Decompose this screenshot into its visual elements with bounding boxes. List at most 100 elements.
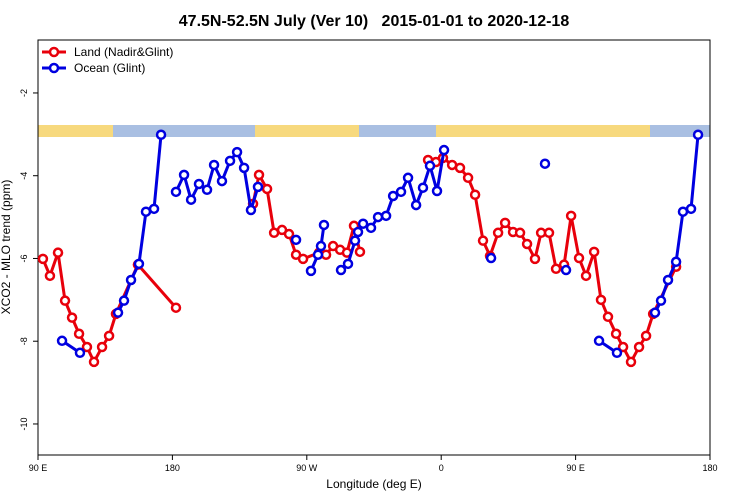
data-point — [342, 258, 354, 270]
data-point — [610, 328, 622, 340]
data-point — [685, 203, 697, 215]
data-point — [602, 311, 614, 323]
data-point — [514, 227, 526, 239]
y-tick-label: -4 — [19, 172, 29, 180]
x-tick-label: 90 E — [29, 463, 48, 473]
data-point — [66, 312, 78, 323]
plot-frame — [37, 39, 711, 456]
data-point — [499, 217, 511, 229]
data-point — [539, 158, 551, 169]
strip-land — [38, 125, 113, 137]
x-tick-label: 90 E — [566, 463, 585, 473]
legend-marker — [48, 62, 60, 74]
data-point — [318, 219, 330, 231]
data-point — [335, 264, 347, 276]
data-point — [140, 206, 152, 217]
data-point — [44, 270, 56, 282]
data-point — [252, 181, 264, 193]
data-point — [485, 252, 497, 264]
data-point — [640, 330, 652, 342]
x-tick-label: 180 — [702, 463, 717, 473]
y-tick-label: -2 — [19, 89, 29, 97]
x-tick-label: 0 — [439, 463, 444, 473]
data-point — [261, 183, 273, 195]
data-point — [417, 182, 429, 193]
data-point — [357, 218, 369, 229]
data-point — [593, 335, 605, 347]
data-point — [231, 146, 243, 158]
data-point — [148, 203, 160, 215]
data-point — [365, 222, 377, 234]
data-point — [245, 204, 257, 216]
data-point — [573, 252, 585, 264]
data-point — [305, 265, 317, 277]
data-point — [315, 240, 327, 252]
data-point — [56, 335, 68, 347]
data-point — [155, 129, 167, 141]
strip-land — [436, 125, 650, 137]
data-point — [402, 172, 414, 184]
data-point — [238, 162, 250, 174]
data-point — [655, 295, 667, 306]
data-point — [253, 169, 265, 181]
data-point — [565, 210, 577, 222]
data-point — [208, 159, 220, 171]
data-point — [354, 246, 366, 258]
legend-marker — [48, 46, 60, 58]
data-point — [201, 184, 213, 196]
land-ocean-strip — [38, 125, 710, 137]
data-point — [52, 247, 64, 258]
data-point — [178, 169, 190, 181]
data-point — [677, 206, 689, 217]
data-point — [224, 155, 236, 167]
y-axis-label: XCO2 - MLO trend (ppm) — [0, 180, 13, 315]
data-point — [454, 162, 466, 174]
data-point — [88, 356, 100, 368]
y-tick-label: -8 — [19, 337, 29, 345]
data-point — [297, 253, 309, 265]
data-point — [216, 175, 228, 187]
data-point — [625, 356, 637, 368]
data-point — [395, 186, 407, 198]
data-point — [462, 172, 474, 184]
data-point — [611, 347, 623, 359]
data-point — [352, 226, 364, 238]
strip-ocean — [113, 125, 255, 137]
series-line — [61, 134, 700, 355]
data-point — [103, 330, 115, 342]
data-point — [580, 270, 592, 282]
data-point — [73, 328, 85, 340]
data-point — [59, 295, 71, 306]
data-point — [372, 211, 384, 223]
data-point — [81, 341, 93, 353]
strip-land — [255, 125, 359, 137]
data-point — [283, 228, 295, 240]
strip-ocean — [359, 125, 436, 137]
data-point — [118, 295, 130, 306]
legend-label: Ocean (Glint) — [74, 61, 145, 75]
data-point — [670, 256, 682, 268]
data-point — [312, 249, 324, 260]
data-point — [96, 341, 108, 353]
data-point — [550, 263, 562, 275]
data-point — [112, 307, 124, 318]
x-tick-label: 180 — [165, 463, 180, 473]
x-tick-label: 90 W — [296, 463, 318, 473]
data-point — [170, 186, 182, 198]
data-point — [380, 210, 392, 222]
data-point — [588, 246, 600, 258]
data-point — [492, 227, 504, 239]
data-point — [560, 264, 572, 276]
data-point — [410, 199, 422, 211]
chart-title: 47.5N-52.5N July (Ver 10) 2015-01-01 to … — [179, 13, 570, 30]
x-axis-label: Longitude (deg E) — [326, 477, 421, 491]
data-point — [74, 347, 86, 359]
data-point — [37, 253, 49, 265]
data-point — [320, 249, 332, 260]
data-point — [193, 178, 205, 190]
data-point — [387, 190, 399, 202]
data-point — [649, 307, 661, 318]
data-point — [477, 235, 489, 246]
y-tick-label: -10 — [19, 417, 29, 430]
